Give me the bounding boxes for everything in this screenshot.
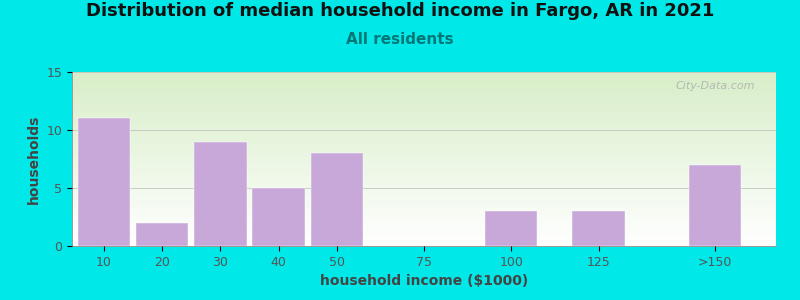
Bar — [485, 211, 538, 246]
Bar — [136, 223, 188, 246]
Bar — [689, 165, 741, 246]
Y-axis label: households: households — [27, 114, 41, 204]
Bar — [252, 188, 305, 246]
Bar — [572, 211, 625, 246]
Bar — [78, 118, 130, 246]
X-axis label: household income ($1000): household income ($1000) — [320, 274, 528, 288]
Bar — [310, 153, 363, 246]
Text: All residents: All residents — [346, 32, 454, 46]
Bar — [194, 142, 246, 246]
Text: City-Data.com: City-Data.com — [675, 81, 755, 91]
Text: Distribution of median household income in Fargo, AR in 2021: Distribution of median household income … — [86, 2, 714, 20]
